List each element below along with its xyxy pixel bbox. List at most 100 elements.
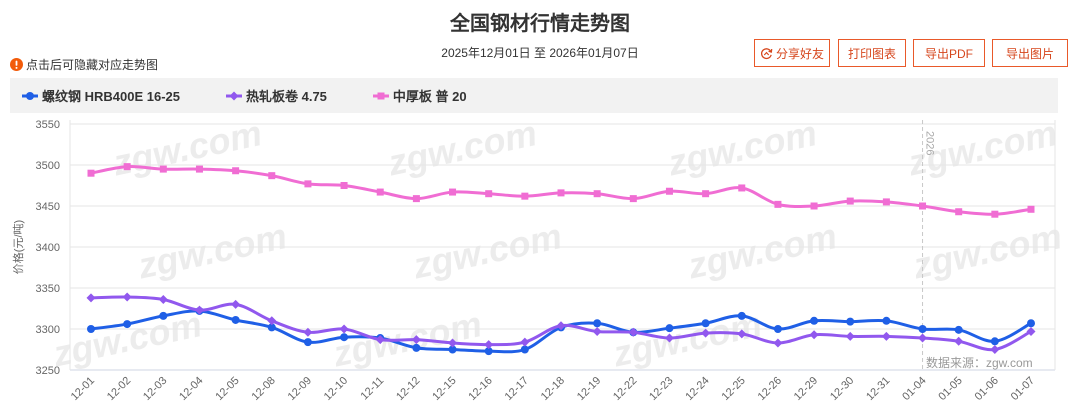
legend-item-rebar[interactable]: 螺纹钢 HRB400E 16-25: [22, 86, 180, 105]
data-point-hot-rolled-coil-12-12[interactable]: [411, 335, 421, 345]
data-point-medium-plate-01-06[interactable]: [991, 210, 999, 218]
data-point-rebar-12-10[interactable]: [340, 333, 349, 342]
export-image-button[interactable]: 导出图片: [992, 39, 1068, 67]
data-point-hot-rolled-coil-12-09[interactable]: [303, 327, 313, 337]
data-point-medium-plate-12-24[interactable]: [702, 190, 710, 198]
data-point-hot-rolled-coil-12-25[interactable]: [737, 329, 747, 339]
data-point-rebar-12-08[interactable]: [267, 323, 276, 332]
data-point-medium-plate-12-31[interactable]: [882, 198, 890, 206]
data-point-rebar-12-25[interactable]: [737, 311, 746, 320]
data-point-rebar-12-19[interactable]: [593, 319, 602, 328]
data-point-rebar-12-02[interactable]: [123, 320, 132, 329]
data-point-medium-plate-12-23[interactable]: [665, 187, 673, 195]
data-point-rebar-01-06[interactable]: [990, 337, 999, 346]
data-point-medium-plate-12-26[interactable]: [774, 200, 782, 208]
data-point-hot-rolled-coil-12-30[interactable]: [845, 331, 855, 341]
data-point-medium-plate-12-03[interactable]: [159, 165, 167, 173]
data-point-hot-rolled-coil-01-07[interactable]: [1026, 326, 1036, 336]
data-point-rebar-12-29[interactable]: [810, 316, 819, 325]
data-point-medium-plate-12-05[interactable]: [232, 167, 240, 175]
data-point-medium-plate-12-09[interactable]: [304, 180, 312, 188]
x-tick-label-12-08: 12-08: [250, 375, 278, 403]
data-point-rebar-12-01[interactable]: [87, 325, 95, 333]
print-chart-button[interactable]: 打印图表: [838, 39, 906, 67]
x-tick-label-12-02: 12-02: [105, 375, 133, 403]
data-point-hot-rolled-coil-12-18[interactable]: [556, 321, 566, 331]
legend: 螺纹钢 HRB400E 16-25 热轧板卷 4.75 中厚板 普 20: [10, 78, 1058, 113]
data-point-rebar-12-15[interactable]: [448, 345, 457, 354]
data-point-hot-rolled-coil-12-29[interactable]: [809, 330, 819, 340]
data-point-medium-plate-12-15[interactable]: [449, 188, 457, 196]
data-point-medium-plate-12-01[interactable]: [87, 169, 95, 177]
data-point-hot-rolled-coil-01-05[interactable]: [954, 336, 964, 346]
x-tick-label-01-07: 01-07: [1009, 375, 1037, 403]
data-point-rebar-12-12[interactable]: [412, 343, 421, 352]
data-point-hot-rolled-coil-12-10[interactable]: [339, 324, 349, 334]
data-point-rebar-12-24[interactable]: [701, 319, 710, 328]
x-tick-label-12-16: 12-16: [466, 375, 494, 403]
legend-item-hot-rolled-coil[interactable]: 热轧板卷 4.75: [226, 86, 327, 105]
data-point-medium-plate-01-07[interactable]: [1027, 205, 1035, 213]
data-point-medium-plate-12-12[interactable]: [412, 195, 420, 203]
data-point-hot-rolled-coil-12-08[interactable]: [267, 316, 277, 326]
data-point-hot-rolled-coil-12-19[interactable]: [592, 326, 602, 336]
data-point-medium-plate-12-25[interactable]: [738, 184, 746, 192]
legend-label: 热轧板卷 4.75: [246, 89, 327, 104]
data-point-hot-rolled-coil-12-15[interactable]: [448, 338, 458, 348]
data-point-rebar-12-17[interactable]: [520, 345, 529, 354]
data-point-medium-plate-12-17[interactable]: [521, 192, 529, 200]
data-point-medium-plate-12-04[interactable]: [195, 165, 203, 173]
y-tick-label: 3500: [36, 160, 60, 172]
data-point-medium-plate-12-29[interactable]: [810, 202, 818, 210]
watermark: zgw.com: [683, 215, 840, 287]
data-point-rebar-12-30[interactable]: [846, 317, 855, 326]
data-point-medium-plate-01-04[interactable]: [919, 202, 927, 210]
data-point-hot-rolled-coil-01-06[interactable]: [990, 345, 1000, 354]
data-point-medium-plate-12-18[interactable]: [557, 189, 565, 197]
data-point-hot-rolled-coil-12-05[interactable]: [231, 299, 241, 309]
data-point-hot-rolled-coil-12-01[interactable]: [86, 293, 96, 303]
data-point-rebar-01-04[interactable]: [918, 325, 927, 333]
data-point-medium-plate-12-19[interactable]: [593, 190, 601, 198]
data-point-hot-rolled-coil-12-31[interactable]: [881, 331, 891, 341]
data-point-medium-plate-12-22[interactable]: [629, 195, 637, 203]
data-point-hot-rolled-coil-12-02[interactable]: [122, 292, 132, 302]
data-point-medium-plate-12-10[interactable]: [340, 182, 348, 189]
x-tick-label-12-31: 12-31: [864, 375, 892, 403]
data-point-hot-rolled-coil-12-03[interactable]: [158, 294, 168, 304]
data-point-medium-plate-12-16[interactable]: [485, 190, 493, 198]
data-point-rebar-01-07[interactable]: [1027, 319, 1035, 328]
legend-item-medium-plate[interactable]: 中厚板 普 20: [372, 86, 467, 105]
data-point-rebar-12-26[interactable]: [773, 325, 782, 333]
data-point-hot-rolled-coil-12-04[interactable]: [194, 305, 204, 315]
data-point-hot-rolled-coil-12-22[interactable]: [628, 327, 638, 337]
legend-label: 螺纹钢 HRB400E 16-25: [42, 89, 180, 104]
data-point-rebar-12-16[interactable]: [484, 347, 493, 356]
share-button[interactable]: 分享好友: [754, 39, 830, 67]
data-point-medium-plate-12-11[interactable]: [376, 188, 384, 196]
data-point-rebar-12-03[interactable]: [159, 311, 168, 320]
export-pdf-button[interactable]: 导出PDF: [913, 39, 985, 67]
data-point-medium-plate-12-08[interactable]: [268, 172, 276, 180]
data-point-hot-rolled-coil-12-16[interactable]: [484, 340, 494, 350]
x-tick-label-12-05: 12-05: [213, 375, 241, 403]
data-point-hot-rolled-coil-12-24[interactable]: [701, 328, 711, 338]
hide-series-hint: 点击后可隐藏对应走势图: [10, 56, 158, 72]
data-point-medium-plate-12-02[interactable]: [123, 163, 131, 171]
x-tick-label-12-17: 12-17: [503, 375, 531, 403]
exclamation-icon: [10, 57, 23, 71]
data-point-medium-plate-12-30[interactable]: [846, 197, 854, 205]
data-point-hot-rolled-coil-12-26[interactable]: [773, 338, 783, 348]
data-point-rebar-01-05[interactable]: [954, 325, 963, 334]
data-point-rebar-12-31[interactable]: [882, 316, 891, 325]
y-tick-label: 3450: [36, 201, 60, 213]
data-point-hot-rolled-coil-12-23[interactable]: [664, 333, 674, 343]
data-point-rebar-12-23[interactable]: [665, 324, 674, 333]
data-point-hot-rolled-coil-12-11[interactable]: [375, 335, 385, 345]
data-point-hot-rolled-coil-01-04[interactable]: [918, 333, 928, 343]
data-point-medium-plate-01-05[interactable]: [955, 208, 963, 216]
data-point-rebar-12-09[interactable]: [303, 338, 312, 347]
watermark: zgw.com: [133, 215, 290, 287]
data-point-rebar-12-05[interactable]: [231, 315, 240, 324]
data-point-hot-rolled-coil-12-17[interactable]: [520, 337, 530, 347]
